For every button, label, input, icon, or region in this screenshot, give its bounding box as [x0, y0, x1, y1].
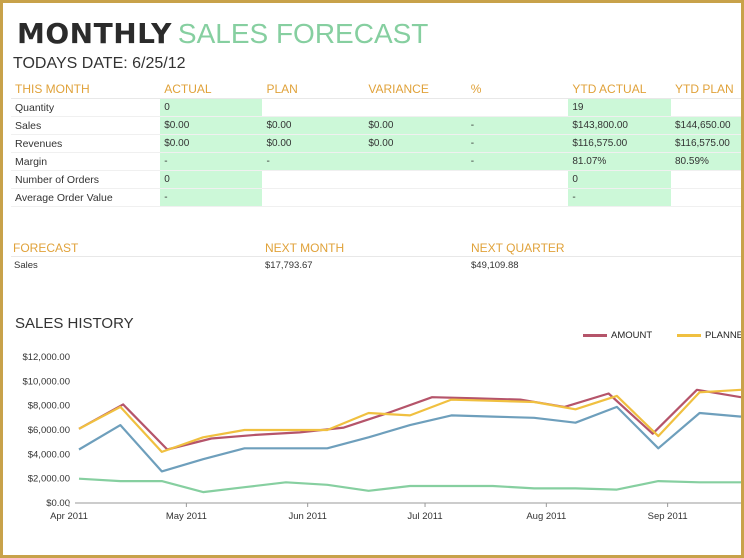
cell-ytd-actual[interactable]: 81.07% [568, 152, 671, 171]
planned-swatch [677, 334, 701, 337]
todays-date: TODAYS DATE: 6/25/12 [13, 55, 186, 72]
cell-actual[interactable]: - [160, 152, 263, 171]
cell-variance[interactable] [364, 152, 467, 171]
x-tick-label: Jul 2011 [407, 511, 442, 522]
y-tick-label: $8,000.00 [28, 401, 70, 412]
col-this-month: THIS MONTH [11, 80, 161, 99]
forecast-divider [11, 256, 741, 257]
y-tick-label: $6,000.00 [28, 425, 70, 436]
cell-ytd-plan[interactable] [671, 188, 741, 207]
y-tick-label: $2,000.00 [28, 474, 70, 485]
legend-item-amount: AMOUNT [583, 330, 652, 341]
table-row: Revenues $0.00 $0.00 $0.00 - $116,575.00… [11, 134, 741, 153]
next-month-value[interactable]: $17,793.67 [265, 260, 313, 271]
cell-variance[interactable] [364, 188, 467, 207]
cell-ytd-actual[interactable]: $116,575.00 [568, 134, 671, 153]
cell-ytd-plan[interactable]: $116,575.00 [671, 134, 741, 153]
table-row: Average Order Value - - [11, 188, 741, 207]
forecast-row-label: Sales [14, 260, 38, 271]
table-row: Sales $0.00 $0.00 $0.00 - $143,800.00 $1… [11, 116, 741, 135]
page-title: MONTHLY SALES FORECAST [17, 17, 428, 53]
title-bold: MONTHLY [17, 17, 172, 50]
cell-actual[interactable]: 0 [160, 170, 263, 189]
metrics-table: THIS MONTH ACTUAL PLAN VARIANCE % YTD AC… [11, 80, 741, 207]
series-line-series-4 [78, 477, 741, 494]
y-tick-label: $0.00 [46, 498, 70, 509]
row-label: Quantity [11, 98, 161, 117]
row-label: Margin [11, 152, 161, 171]
row-label: Revenues [11, 134, 161, 153]
cell-ytd-actual[interactable]: 0 [568, 170, 671, 189]
x-tick-label: Jun 2011 [288, 511, 326, 522]
cell-percent[interactable]: - [466, 134, 569, 153]
series-line-amount [78, 388, 741, 451]
y-tick-label: $10,000.00 [22, 376, 70, 387]
row-label: Sales [11, 116, 161, 135]
col-variance: VARIANCE [364, 80, 467, 99]
cell-actual[interactable]: - [160, 188, 263, 207]
metrics-header-row: THIS MONTH ACTUAL PLAN VARIANCE % YTD AC… [11, 80, 741, 99]
row-label: Average Order Value [11, 188, 161, 207]
table-row: Number of Orders 0 0 [11, 170, 741, 189]
cell-plan[interactable] [262, 170, 365, 189]
cell-ytd-actual[interactable]: 19 [568, 98, 671, 117]
cell-plan[interactable] [262, 98, 365, 117]
cell-ytd-actual[interactable]: - [568, 188, 671, 207]
cell-plan[interactable]: $0.00 [262, 116, 365, 135]
y-tick-label: $4,000.00 [28, 449, 70, 460]
cell-actual[interactable]: $0.00 [160, 134, 263, 153]
col-ytd-plan: YTD PLAN [671, 80, 741, 99]
cell-percent[interactable] [466, 170, 569, 189]
col-actual: ACTUAL [160, 80, 263, 99]
table-row: Margin - - - 81.07% 80.59% [11, 152, 741, 171]
cell-variance[interactable]: $0.00 [364, 134, 467, 153]
series-line-series-3 [78, 405, 741, 473]
cell-ytd-plan[interactable] [671, 170, 741, 189]
cell-variance[interactable] [364, 170, 467, 189]
cell-actual[interactable]: $0.00 [160, 116, 263, 135]
cell-plan[interactable]: $0.00 [262, 134, 365, 153]
cell-percent[interactable]: - [466, 152, 569, 171]
cell-percent[interactable] [466, 188, 569, 207]
col-percent: % [466, 80, 569, 99]
x-tick-label: May 2011 [166, 511, 207, 522]
sales-history-chart: $12,000.00 $10,000.00 $8,000.00 $6,000.00 $4… [22, 352, 741, 522]
chart-title: SALES HISTORY [15, 315, 134, 332]
next-quarter-header: NEXT QUARTER [471, 241, 565, 255]
legend-label: AMOUNT [611, 330, 653, 341]
amount-swatch [583, 334, 607, 337]
forecast-header: FORECAST [13, 241, 79, 255]
cell-ytd-actual[interactable]: $143,800.00 [568, 116, 671, 135]
title-light: SALES FORECAST [177, 18, 429, 49]
cell-ytd-plan[interactable]: 80.59% [671, 152, 741, 171]
x-tick-label: Aug 2011 [526, 511, 566, 522]
x-tick-label: Apr 2011 [50, 511, 88, 522]
next-month-header: NEXT MONTH [265, 241, 345, 255]
cell-ytd-plan[interactable]: $144,650.00 [671, 116, 741, 135]
cell-variance[interactable]: $0.00 [364, 116, 467, 135]
legend-item-planned: PLANNED [677, 330, 741, 341]
cell-plan[interactable]: - [262, 152, 365, 171]
cell-percent[interactable] [466, 98, 569, 117]
legend-label: PLANNED [705, 330, 741, 341]
cell-plan[interactable] [262, 188, 365, 207]
cell-actual[interactable]: 0 [160, 98, 263, 117]
y-tick-label: $12,000.00 [22, 352, 70, 363]
series-line-planned [78, 388, 741, 454]
cell-variance[interactable] [364, 98, 467, 117]
sales-forecast-sheet: MONTHLY SALES FORECAST TODAYS DATE: 6/25/… [3, 3, 741, 555]
col-plan: PLAN [262, 80, 365, 99]
table-row: Quantity 0 19 [11, 98, 741, 117]
cell-percent[interactable]: - [466, 116, 569, 135]
next-quarter-value[interactable]: $49,109.88 [471, 260, 519, 271]
col-ytd-actual: YTD ACTUAL [568, 80, 671, 99]
cell-ytd-plan[interactable] [671, 98, 741, 117]
x-tick-label: Sep 2011 [648, 511, 688, 522]
row-label: Number of Orders [11, 170, 161, 189]
